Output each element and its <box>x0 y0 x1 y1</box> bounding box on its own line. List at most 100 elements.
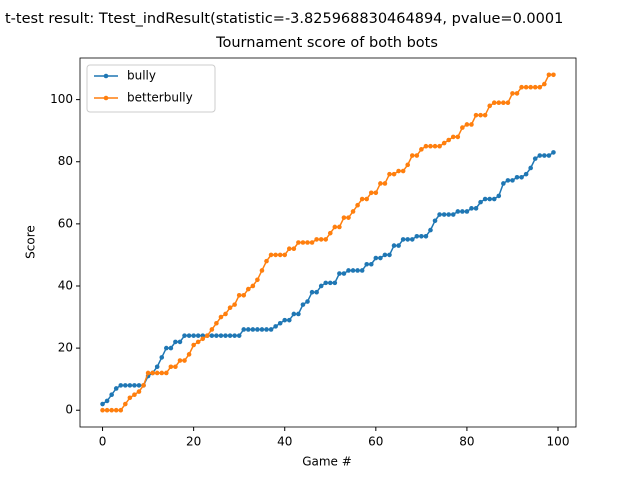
point <box>464 209 470 214</box>
point <box>214 320 219 326</box>
point <box>337 224 342 230</box>
point <box>168 364 174 370</box>
point <box>164 345 169 351</box>
point <box>268 252 274 258</box>
point <box>177 358 183 363</box>
point <box>164 370 169 376</box>
point <box>387 171 392 177</box>
point <box>182 333 187 338</box>
point <box>241 293 247 298</box>
point <box>405 162 411 168</box>
point <box>551 72 556 78</box>
point <box>359 196 365 202</box>
point <box>510 91 515 96</box>
point <box>277 252 283 258</box>
point <box>478 199 483 205</box>
point <box>232 333 237 338</box>
point <box>132 383 137 388</box>
point <box>282 317 288 323</box>
point <box>378 181 383 186</box>
point <box>154 370 160 376</box>
y-tick-label: 20 <box>58 341 73 355</box>
point <box>118 383 124 388</box>
point <box>232 302 237 307</box>
point <box>491 196 497 202</box>
point <box>428 143 433 149</box>
point <box>236 293 242 298</box>
point <box>286 317 292 323</box>
point <box>450 134 456 140</box>
point <box>173 339 178 345</box>
axes-frame <box>79 57 577 428</box>
point <box>245 286 251 292</box>
point <box>300 240 306 245</box>
legend-box <box>86 64 216 113</box>
point <box>519 84 524 90</box>
point <box>396 168 401 174</box>
point <box>469 122 474 127</box>
point <box>446 137 451 143</box>
point <box>205 333 210 338</box>
point <box>241 327 247 332</box>
point <box>109 392 114 397</box>
point <box>496 100 502 106</box>
y-axis-label: Score <box>24 225 38 259</box>
point <box>501 100 506 106</box>
point <box>391 243 397 248</box>
point <box>455 209 461 214</box>
x-tick-label: 0 <box>99 435 107 449</box>
point <box>218 333 224 338</box>
point <box>428 227 433 233</box>
point <box>473 112 479 118</box>
point <box>487 103 492 109</box>
point <box>523 171 529 177</box>
point <box>387 252 392 258</box>
point <box>537 153 543 158</box>
point <box>195 333 201 338</box>
point <box>218 314 224 320</box>
point <box>268 327 274 332</box>
point <box>245 327 251 332</box>
series-line <box>102 74 554 411</box>
legend-label: betterbully <box>127 91 193 105</box>
point <box>409 153 415 158</box>
point <box>132 392 137 397</box>
point <box>296 311 301 317</box>
point <box>259 268 265 273</box>
point <box>378 255 383 261</box>
point <box>368 261 374 267</box>
point <box>551 150 556 155</box>
point <box>104 407 110 413</box>
point <box>441 140 447 146</box>
point <box>159 370 165 376</box>
point <box>318 237 324 242</box>
point <box>127 383 133 388</box>
point <box>460 125 465 130</box>
point <box>532 156 538 161</box>
point <box>405 237 411 242</box>
point <box>291 246 297 252</box>
point <box>318 283 324 289</box>
point <box>355 202 360 208</box>
chart-title: Tournament score of both bots <box>215 35 438 51</box>
point <box>159 355 165 360</box>
point <box>532 84 538 90</box>
point <box>200 336 206 342</box>
point <box>464 122 470 127</box>
point <box>528 84 533 90</box>
point <box>136 389 142 394</box>
point <box>264 327 269 332</box>
point <box>332 280 338 286</box>
point <box>364 196 370 202</box>
x-tick-label: 80 <box>459 435 474 449</box>
point <box>523 84 529 90</box>
point <box>346 215 351 220</box>
point <box>432 143 438 149</box>
point <box>487 196 492 202</box>
point <box>519 174 524 180</box>
point <box>496 193 502 199</box>
point <box>341 271 347 276</box>
point <box>286 246 292 252</box>
point <box>291 311 297 317</box>
